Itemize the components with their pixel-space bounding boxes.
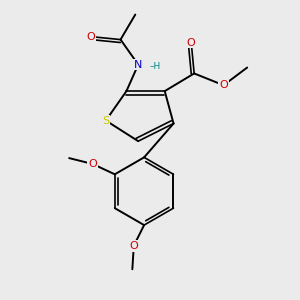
Text: O: O [88,159,97,169]
Text: O: O [87,32,95,42]
Text: S: S [102,116,110,126]
Text: O: O [129,241,138,251]
Text: O: O [187,38,196,47]
Text: O: O [219,80,228,90]
Text: N: N [134,60,142,70]
Text: –H: –H [149,62,161,71]
